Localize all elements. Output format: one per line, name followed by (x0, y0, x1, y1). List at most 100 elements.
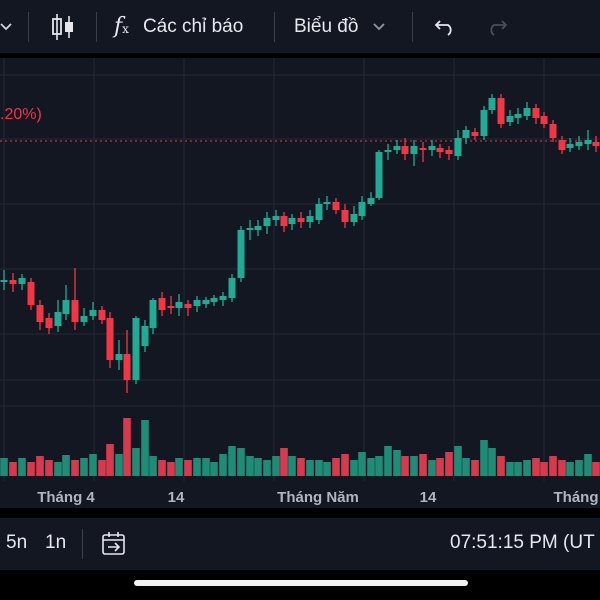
candle-body (306, 216, 314, 222)
volume-bar (106, 444, 114, 476)
volume-bar (98, 460, 106, 476)
volume-bar (410, 456, 418, 476)
candle-body (9, 280, 17, 284)
candle-body (45, 318, 53, 328)
volume-bar (375, 456, 383, 476)
home-indicator[interactable] (134, 580, 468, 586)
volume-bar (566, 462, 574, 476)
candle (263, 212, 271, 234)
candle (350, 206, 358, 226)
candle (566, 138, 574, 152)
candle-body (323, 202, 331, 204)
calendar-goto-icon[interactable] (100, 530, 128, 563)
candle-body (454, 138, 462, 156)
volume-bar (54, 462, 62, 476)
volume-bar (45, 460, 53, 476)
candle-body (367, 198, 375, 204)
candle (246, 220, 254, 240)
candle (237, 226, 245, 282)
candle (288, 214, 296, 230)
volume-bar (497, 456, 505, 476)
candle-body (480, 110, 488, 136)
volume-bar (514, 462, 522, 476)
candle (80, 308, 88, 326)
volume-bar (141, 420, 149, 476)
bottom-toolbar: 5n 1n 07:51:15 PM (UT (0, 518, 600, 570)
volume-bar (462, 458, 470, 476)
volume-bar (62, 455, 70, 476)
candles (0, 94, 600, 393)
candle (549, 120, 557, 142)
candle (98, 306, 106, 324)
candle (445, 146, 453, 160)
volume-bar (549, 456, 557, 476)
candle (62, 285, 70, 320)
candle-body (540, 116, 548, 124)
candle-body (488, 98, 496, 110)
candle (558, 136, 566, 154)
candle-body (167, 306, 175, 308)
chevron-down-icon[interactable] (0, 0, 22, 53)
volume-bar (419, 454, 427, 476)
candle (210, 295, 218, 306)
candle (454, 130, 462, 160)
candle-body (384, 150, 392, 152)
toolbar-divider (82, 529, 83, 559)
volume-bar (175, 458, 183, 476)
volume-bar (367, 458, 375, 476)
chart-grid (0, 58, 600, 481)
candle (575, 136, 583, 150)
candle-body (375, 152, 383, 198)
price-change-label: .20%) (0, 106, 42, 123)
volume-bar (254, 458, 262, 476)
toolbar-divider (274, 12, 275, 42)
volume-bar (454, 446, 462, 476)
volume-bar (480, 440, 488, 476)
volume-bar (184, 460, 192, 476)
candle (71, 268, 79, 330)
price-chart[interactable]: .20%) Tháng 4 14 Tháng Năm 14 Tháng (0, 58, 600, 508)
volume-bar (280, 448, 288, 476)
candle-body (158, 298, 166, 310)
candle-body (89, 310, 97, 316)
volume-bar (0, 458, 8, 476)
undo-icon[interactable] (434, 0, 456, 53)
candle (375, 150, 383, 200)
candle (462, 126, 470, 144)
candle-body (123, 354, 131, 380)
candle-body (428, 146, 436, 150)
candle (315, 198, 323, 224)
candle (332, 198, 340, 214)
candle-body (280, 216, 288, 226)
candle (54, 300, 62, 332)
x-axis-labels: Tháng 4 14 Tháng Năm 14 Tháng (37, 489, 598, 506)
indicators-button[interactable]: fx Các chỉ báo (114, 0, 243, 53)
candle-body (393, 146, 401, 150)
volume-bar (9, 462, 17, 476)
volume-bar (193, 458, 201, 476)
volume-bar (471, 460, 479, 476)
chart-type-button[interactable]: Biểu đồ (294, 0, 386, 53)
candlestick-chart[interactable]: .20%) Tháng 4 14 Tháng Năm 14 Tháng (0, 58, 600, 508)
candlestick-icon[interactable] (50, 0, 80, 53)
volume-bar (237, 448, 245, 476)
range-5n[interactable]: 5n (6, 532, 28, 553)
candle (27, 278, 35, 310)
candle (36, 300, 44, 330)
candle (488, 94, 496, 114)
volume-bar (393, 450, 401, 476)
volume-bar (167, 462, 175, 476)
top-toolbar: fx Các chỉ báo Biểu đồ (0, 0, 600, 53)
candle-body (202, 300, 210, 304)
candle-body (246, 228, 254, 230)
volume-bar (532, 458, 540, 476)
volume-bar (540, 462, 548, 476)
range-1n[interactable]: 1n (45, 532, 67, 553)
redo-icon[interactable] (486, 0, 508, 53)
volume-bar (358, 452, 366, 476)
candle-body (219, 296, 227, 300)
candle-body (514, 114, 522, 118)
volume-bar (592, 462, 600, 476)
candle (393, 140, 401, 154)
candle-body (228, 278, 236, 298)
